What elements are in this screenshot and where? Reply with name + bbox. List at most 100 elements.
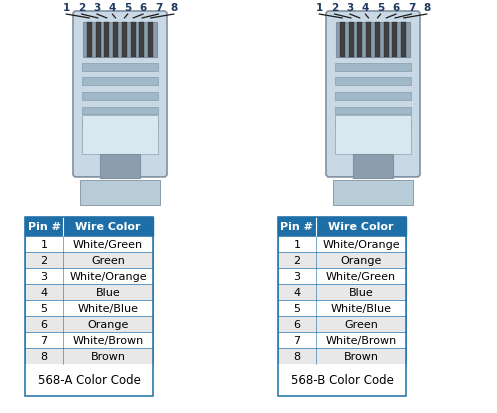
Bar xyxy=(25,332,153,348)
Text: Brown: Brown xyxy=(90,351,126,361)
Bar xyxy=(25,218,153,396)
Bar xyxy=(278,300,406,316)
Text: 8: 8 xyxy=(423,3,430,13)
Text: 4: 4 xyxy=(40,287,48,297)
Text: 1: 1 xyxy=(63,3,70,13)
Text: Brown: Brown xyxy=(343,351,379,361)
Text: 1: 1 xyxy=(316,3,323,13)
Bar xyxy=(278,332,406,348)
Bar xyxy=(82,78,158,86)
Bar xyxy=(340,23,345,58)
Text: White/Green: White/Green xyxy=(326,271,396,281)
Text: 6: 6 xyxy=(393,3,400,13)
Bar xyxy=(278,218,406,396)
Text: 5: 5 xyxy=(294,303,301,313)
Bar xyxy=(401,23,406,58)
Text: 5: 5 xyxy=(377,3,384,13)
Text: 568-B Color Code: 568-B Color Code xyxy=(291,374,394,387)
FancyBboxPatch shape xyxy=(83,23,157,58)
Text: 2: 2 xyxy=(293,255,301,266)
Bar xyxy=(82,64,158,71)
Bar xyxy=(96,23,100,58)
Bar xyxy=(375,23,380,58)
Text: Wire Color: Wire Color xyxy=(75,222,141,232)
Text: 568-A Color Code: 568-A Color Code xyxy=(38,374,141,387)
Text: White/Orange: White/Orange xyxy=(322,240,400,249)
FancyBboxPatch shape xyxy=(336,23,410,58)
Bar xyxy=(131,23,136,58)
Text: 3: 3 xyxy=(40,271,48,281)
Bar xyxy=(278,268,406,284)
Bar xyxy=(335,107,411,115)
Bar xyxy=(140,23,144,58)
Text: Blue: Blue xyxy=(95,287,120,297)
Text: 6: 6 xyxy=(140,3,147,13)
Text: Green: Green xyxy=(344,319,378,329)
Text: White/Blue: White/Blue xyxy=(331,303,392,313)
Bar xyxy=(335,64,411,71)
Text: 2: 2 xyxy=(331,3,338,13)
Text: 3: 3 xyxy=(294,271,301,281)
Bar xyxy=(104,23,109,58)
Text: 4: 4 xyxy=(362,3,369,13)
Text: 1: 1 xyxy=(40,240,48,249)
Bar xyxy=(80,180,160,206)
Text: 8: 8 xyxy=(170,3,177,13)
Text: 7: 7 xyxy=(40,335,48,345)
Text: 2: 2 xyxy=(78,3,85,13)
Bar xyxy=(25,364,153,396)
Bar xyxy=(384,23,389,58)
Bar xyxy=(82,122,158,130)
Bar xyxy=(335,116,411,155)
Text: White/Blue: White/Blue xyxy=(78,303,139,313)
Bar xyxy=(25,348,153,364)
Text: Orange: Orange xyxy=(340,255,382,266)
FancyBboxPatch shape xyxy=(326,12,420,178)
Text: 5: 5 xyxy=(124,3,131,13)
Bar xyxy=(25,252,153,268)
Text: 2: 2 xyxy=(40,255,48,266)
Text: 3: 3 xyxy=(346,3,353,13)
Bar xyxy=(335,122,411,130)
Bar xyxy=(393,23,397,58)
Text: 7: 7 xyxy=(155,3,162,13)
Text: 6: 6 xyxy=(40,319,48,329)
Text: White/Green: White/Green xyxy=(73,240,143,249)
Bar xyxy=(122,23,127,58)
Bar xyxy=(82,107,158,115)
Bar xyxy=(25,316,153,332)
Bar xyxy=(25,236,153,252)
Text: 4: 4 xyxy=(293,287,301,297)
Text: 7: 7 xyxy=(408,3,415,13)
Text: 6: 6 xyxy=(294,319,301,329)
Bar xyxy=(353,155,393,178)
Bar xyxy=(278,236,406,252)
Text: 1: 1 xyxy=(294,240,301,249)
Text: 7: 7 xyxy=(293,335,301,345)
Text: 8: 8 xyxy=(40,351,48,361)
Bar xyxy=(25,284,153,300)
Bar xyxy=(100,155,140,178)
Bar xyxy=(335,93,411,100)
Text: Green: Green xyxy=(91,255,125,266)
Bar xyxy=(148,23,153,58)
Bar xyxy=(278,364,406,396)
Bar xyxy=(25,218,153,236)
Text: 8: 8 xyxy=(293,351,301,361)
Text: White/Orange: White/Orange xyxy=(69,271,147,281)
Bar xyxy=(113,23,118,58)
Bar xyxy=(25,268,153,284)
Bar xyxy=(349,23,353,58)
Bar xyxy=(335,78,411,86)
FancyBboxPatch shape xyxy=(73,12,167,178)
Text: Pin #: Pin # xyxy=(280,222,314,232)
Text: Pin #: Pin # xyxy=(27,222,61,232)
Text: 5: 5 xyxy=(40,303,48,313)
Bar xyxy=(82,116,158,155)
Text: Wire Color: Wire Color xyxy=(328,222,394,232)
Bar xyxy=(278,284,406,300)
Text: White/Brown: White/Brown xyxy=(73,335,144,345)
Bar xyxy=(366,23,371,58)
Bar xyxy=(87,23,92,58)
Text: 4: 4 xyxy=(109,3,116,13)
